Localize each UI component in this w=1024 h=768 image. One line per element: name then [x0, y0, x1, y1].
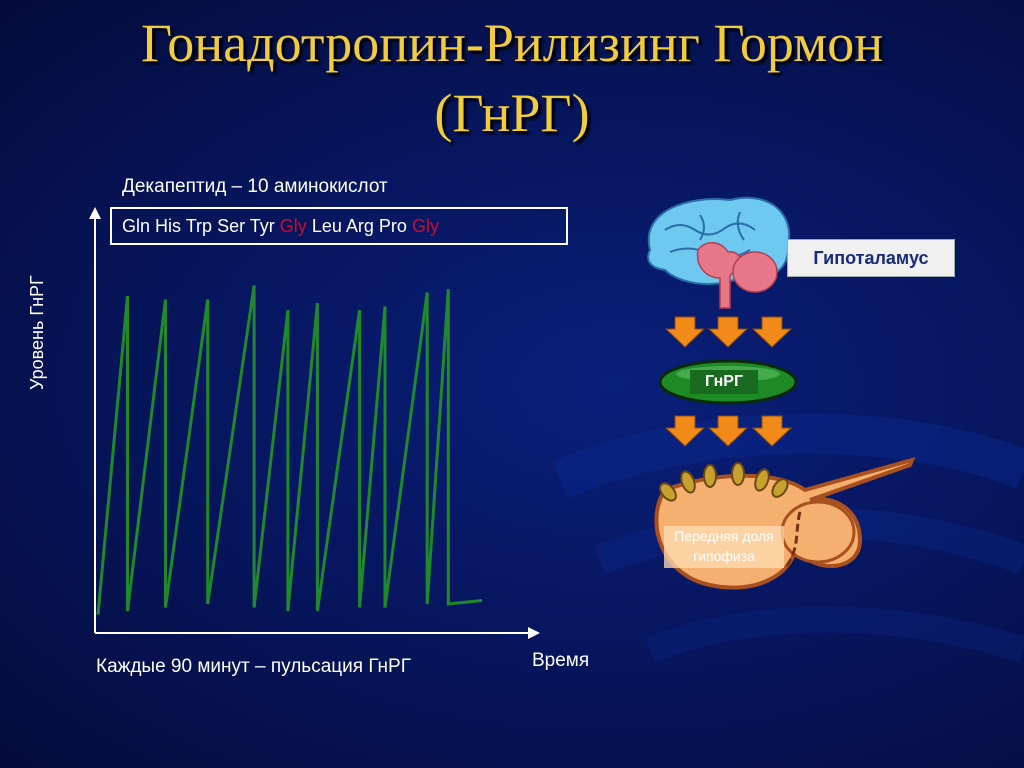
arrows-down-bottom: [664, 415, 793, 447]
arrows-down-top: [664, 316, 793, 348]
pulse-caption: Каждые 90 минут – пульсация ГнРГ: [96, 656, 412, 677]
bottom-arrow-3-icon: [751, 415, 793, 447]
amino-acid-5: Tyr: [249, 216, 275, 236]
peptide-caption: Декапептид – 10 аминокислот: [122, 176, 388, 197]
amino-acid-2: His: [155, 216, 182, 236]
top-arrow-3-icon: [751, 316, 793, 348]
amino-acid-8: Arg: [345, 216, 374, 236]
amino-acid-9: Pro: [378, 216, 407, 236]
pulse-chart: [89, 207, 540, 639]
amino-acid-4: Ser: [217, 216, 246, 236]
amino-acid-1: Gln: [122, 216, 151, 236]
gnrh-label: ГнРГ: [690, 370, 758, 394]
amino-acid-6: Gly: [279, 216, 307, 236]
gnrh-pulse-line: [96, 285, 483, 615]
hypothalamus-label: Гипоталамус: [787, 239, 955, 277]
pituitary-icon: [654, 456, 916, 590]
title-line-1: Гонадотропин-Рилизинг Гормон: [140, 13, 884, 73]
brain-icon: [647, 196, 791, 309]
bottom-arrow-2-icon: [707, 415, 749, 447]
slide-title: Гонадотропин-Рилизинг Гормон (ГнРГ): [0, 8, 1024, 148]
pituitary-label: Передняя доля гипофиза: [664, 526, 784, 568]
amino-acid-3: Trp: [185, 216, 213, 236]
x-axis-arrow: [528, 627, 540, 639]
amino-acid-10: Gly: [411, 216, 439, 236]
amino-acid-7: Leu: [311, 216, 342, 236]
top-arrow-2-icon: [707, 316, 749, 348]
y-axis-arrow: [89, 207, 101, 219]
bottom-arrow-1-icon: [664, 415, 706, 447]
top-arrow-1-icon: [664, 316, 706, 348]
x-axis-label: Время: [532, 650, 590, 671]
peptide-sequence-box: Gln His Trp Ser Tyr Gly Leu Arg Pro Gly: [110, 207, 568, 245]
title-line-2: (ГнРГ): [434, 83, 590, 143]
y-axis-label: Уровень ГнРГ: [27, 275, 47, 390]
